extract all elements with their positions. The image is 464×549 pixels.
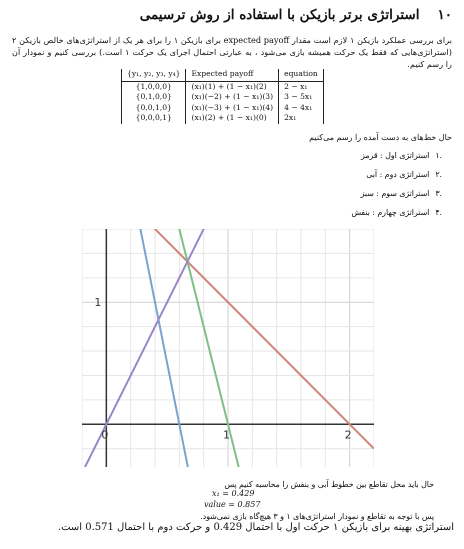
column-header-equation: equation — [278, 69, 324, 82]
table-cell: (x₁)(−3) + (1 − x₁)(4) — [185, 102, 280, 113]
column-header-payoff: Expected payoff — [185, 69, 280, 82]
table-cell: (x₁)(1) + (1 − x₁)(2) — [185, 81, 280, 92]
legend-strategy-1: استراتژی اول : قرمز — [361, 151, 430, 160]
table-cell: 2 − x₁ — [278, 81, 324, 92]
payoff-table: {y₁, y₂, y₃, y₄} Expected payoff equatio… — [120, 69, 324, 124]
plot-series — [83, 229, 374, 467]
list-number: .۴ — [435, 208, 442, 217]
game-value: value = 0.857 — [204, 500, 261, 509]
y-tick-label: 1 — [94, 296, 101, 309]
series-line-3 — [178, 229, 240, 467]
list-item: .۴ استراتژی چهارم : بنفش — [351, 208, 442, 227]
table-cell: {0,0,0,1} — [120, 113, 187, 124]
table-cell: 3 − 5x₁ — [278, 92, 324, 103]
list-number: .۱ — [435, 151, 442, 160]
table-cell: 2x₁ — [278, 113, 324, 124]
legend-strategy-3: استراتژی سوم : سبز — [360, 189, 430, 198]
legend-list: .۱ استراتژی اول : قرمز .۲ استراتژی دوم : آ… — [351, 151, 442, 227]
plot-ticks: 0 1 2 1 — [94, 296, 351, 441]
table-cell: {1,0,0,0} — [120, 81, 187, 92]
table-row: {0,0,1,0} (x₁)(−3) + (1 − x₁)(4) 4 − 4x₁ — [120, 102, 324, 113]
series-line-1 — [153, 229, 374, 450]
x-tick-label: 1 — [223, 428, 230, 441]
table-header-row: {y₁, y₂, y₃, y₄} Expected payoff equatio… — [120, 69, 324, 82]
table-cell: {0,1,0,0} — [120, 92, 187, 103]
intro-paragraph: برای بررسی عملکرد بازیکن ۱ لازم است مقدا… — [12, 35, 452, 69]
list-item: .۲ استراتژی دوم : آبی — [351, 170, 442, 189]
final-statement: استراتژی بهینه برای بازیکن ۱ حرکت اول با… — [57, 522, 454, 533]
table-cell: (x₁)(2) + (1 − x₁)(0) — [185, 113, 280, 124]
list-item: .۱ استراتژی اول : قرمز — [351, 151, 442, 170]
conclusion-text: حال باید محل تقاطع بین خطوط آبی و بنفش ر… — [224, 480, 434, 489]
section-heading: ۱۰ استراتژی برتر بازیکن با استفاده از رو… — [12, 7, 452, 23]
table-row: {0,0,0,1} (x₁)(2) + (1 − x₁)(0) 2x₁ — [120, 113, 324, 124]
list-number: .۳ — [435, 189, 442, 198]
table-row: {1,0,0,0} (x₁)(1) + (1 − x₁)(2) 2 − x₁ — [120, 81, 324, 92]
x-tick-label: 0 — [101, 428, 108, 441]
list-number: .۲ — [435, 170, 442, 179]
note-text: پس با توجه به تقاطع و نمودار استراتژی‌ها… — [200, 512, 434, 521]
section-title: استراتژی برتر بازیکن با استفاده از روش ت… — [139, 7, 420, 23]
strategy-plot: 0 1 2 1 — [82, 229, 374, 467]
list-item: .۳ استراتژی سوم : سبز — [351, 189, 442, 208]
series-line-4 — [83, 229, 205, 467]
section-number: ۱۰ — [437, 7, 452, 23]
table-row: {0,1,0,0} (x₁)(−2) + (1 − x₁)(3) 3 − 5x₁ — [120, 92, 324, 103]
lines-intro-text: حال خط‌های به دست آمده را رسم می‌کنیم — [309, 133, 452, 142]
table-cell: (x₁)(−2) + (1 − x₁)(3) — [185, 92, 280, 103]
legend-strategy-2: استراتژی دوم : آبی — [366, 170, 430, 179]
table-cell: {0,0,1,0} — [120, 102, 187, 113]
column-header-strategy: {y₁, y₂, y₃, y₄} — [120, 69, 187, 82]
x1-value: x₁ = 0.429 — [212, 489, 255, 498]
table-cell: 4 − 4x₁ — [278, 102, 324, 113]
x-tick-label: 2 — [345, 428, 352, 441]
legend-strategy-4: استراتژی چهارم : بنفش — [351, 208, 430, 217]
